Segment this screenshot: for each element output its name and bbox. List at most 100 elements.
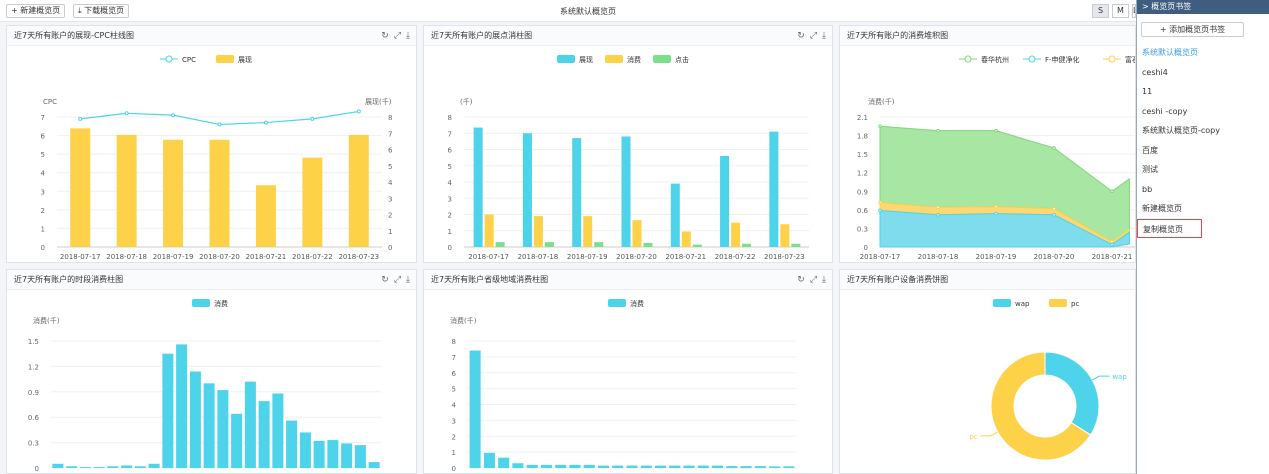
line-point (310, 116, 315, 121)
bar (742, 243, 752, 247)
download-icon[interactable]: ⤓ (406, 31, 410, 41)
area-point (1110, 189, 1114, 194)
expand-icon[interactable]: ⤢ (393, 275, 402, 285)
y-axis-label: 消费(千) (33, 316, 60, 325)
bar (66, 466, 78, 468)
refresh-icon[interactable]: ↻ (797, 275, 805, 285)
y-tick-label: 1 (452, 449, 456, 457)
size-l-button[interactable]: L (1132, 4, 1136, 18)
download-icon[interactable]: ⤓ (406, 275, 410, 285)
y-tick-label: 2.1 (857, 114, 868, 122)
line-point (124, 111, 129, 116)
y-tick-label: 0.6 (857, 207, 869, 215)
legend-swatch (192, 299, 210, 307)
legend-label: 点击 (675, 55, 689, 64)
page-title: 系统默认概览页 (560, 7, 616, 16)
y-tick-label: 1.2 (28, 363, 39, 371)
y-tick-label: 8 (448, 114, 452, 122)
x-tick-label: 2018-07-19 (976, 253, 1017, 261)
y-tick-label: 2 (388, 212, 392, 220)
y-tick-label: 8 (388, 114, 392, 122)
x-tick-label: 2018-07-20 (616, 253, 657, 261)
legend-swatch (557, 55, 575, 63)
bar (769, 466, 781, 468)
line-point (217, 122, 222, 127)
bar (731, 222, 741, 247)
bar (302, 157, 323, 247)
line-point (171, 113, 176, 118)
y-tick-label: 7 (452, 354, 456, 362)
sidebar-bookmark-item[interactable]: 系统默认概览页 (1142, 48, 1198, 57)
pie-slice (1044, 351, 1100, 436)
bar (655, 465, 667, 468)
download-icon[interactable]: ⤓ (822, 275, 826, 285)
size-s-button[interactable]: S (1092, 4, 1109, 18)
bar (498, 457, 510, 468)
pie-slice (990, 351, 1092, 461)
download-page-label: 下载概览页 (84, 6, 125, 15)
panel-title: 近7天所有账户的时段消费柱图 (7, 270, 416, 290)
y-tick-label: 2 (448, 212, 452, 220)
y-axis-label: 消费(千) (450, 316, 477, 325)
bar (299, 432, 311, 468)
sidebar-bookmark-item[interactable]: bb (1142, 184, 1153, 194)
new-page-button[interactable]: + 新建概览页 (6, 4, 66, 18)
panel-spend-stacked: 近7天所有账户的消费堆积图 春华杭州 F-申健净化 富石东方-产科消费(千) 0 0.3… (839, 25, 1136, 263)
y-tick-label: 3 (388, 195, 392, 203)
download-page-button[interactable]: ⤓ 下载概览页 (73, 4, 130, 18)
y-tick-label: 3 (448, 195, 452, 203)
area-point (1110, 239, 1114, 244)
y-tick-label: 0.3 (857, 225, 868, 233)
panel-title: 近7天所有账户的消费堆积图 (840, 26, 1135, 46)
bar (583, 464, 595, 468)
sidebar-bookmark-item[interactable]: 系统默认概览页-copy (1142, 126, 1220, 135)
panel-province-spend: 近7天所有账户省级地域消费柱图 ↻ ⤢ ⤓ 消费 消费(千) 0 1 2 3 4 5 6 7 8 (423, 269, 833, 474)
y-tick-label: 5 (448, 163, 452, 171)
add-bookmark-button[interactable]: + 添加概览页书签 (1141, 22, 1244, 37)
y-tick-label: 0 (448, 244, 452, 252)
download-icon[interactable]: ⤓ (822, 31, 826, 41)
sidebar-bookmark-item[interactable]: 11 (1142, 87, 1153, 96)
bar (483, 452, 495, 468)
sidebar-bookmark-item[interactable]: ceshi -copy (1142, 106, 1188, 116)
legend-label: 富石东方-产科 (1125, 55, 1136, 64)
legend-swatch (216, 55, 234, 63)
bar (217, 390, 229, 468)
refresh-icon[interactable]: ↻ (381, 275, 389, 285)
legend-label: F-申健净化 (1045, 55, 1080, 64)
sidebar-bookmark-item[interactable]: 百度 (1142, 145, 1158, 155)
panel-title: 近7天所有账户的展现-CPC柱线图 (7, 26, 416, 46)
line-point (263, 120, 268, 125)
expand-icon[interactable]: ⤢ (393, 31, 402, 41)
bar (209, 139, 230, 247)
sidebar-bookmark-item[interactable]: ceshi4 (1142, 67, 1168, 77)
sidebar-header[interactable]: > 概览页书签 (1137, 0, 1269, 14)
y-tick-label: 1 (41, 225, 45, 233)
area-point (936, 213, 940, 217)
y-tick-label: 6 (388, 147, 393, 155)
bar (583, 216, 593, 247)
pie-label: pc (969, 433, 977, 441)
refresh-icon[interactable]: ↻ (797, 31, 805, 41)
sidebar-bookmark-item[interactable]: 复制概览页 (1137, 218, 1202, 238)
bar (116, 134, 137, 247)
sidebar-bookmark-item[interactable]: 测试 (1142, 165, 1158, 174)
bar (780, 224, 790, 247)
chart-spend-stacked: 春华杭州 F-申健净化 富石东方-产科消费(千) 0 0.3 0.6 0.9 1.2 1.5 1.… (857, 55, 1136, 261)
y-tick-label: 1 (388, 228, 392, 236)
bookmark-sidebar: > 概览页书签 + 添加概览页书签 系统默认概览页 ceshi4 11 ceshi -… (1136, 0, 1269, 474)
bar (670, 183, 680, 247)
legend-swatch (605, 55, 623, 63)
expand-icon[interactable]: ⤢ (809, 31, 818, 41)
expand-icon[interactable]: ⤢ (809, 275, 818, 285)
bar (189, 371, 201, 468)
refresh-icon[interactable]: ↻ (381, 31, 389, 41)
bar (341, 443, 353, 468)
bar (612, 465, 624, 468)
y-tick-label: 2 (41, 207, 45, 215)
bar (769, 131, 779, 247)
sidebar-bookmark-item[interactable]: 新建概览页 (1142, 204, 1182, 213)
bar (526, 464, 538, 468)
bar (327, 440, 339, 468)
size-m-button[interactable]: M (1112, 4, 1129, 18)
